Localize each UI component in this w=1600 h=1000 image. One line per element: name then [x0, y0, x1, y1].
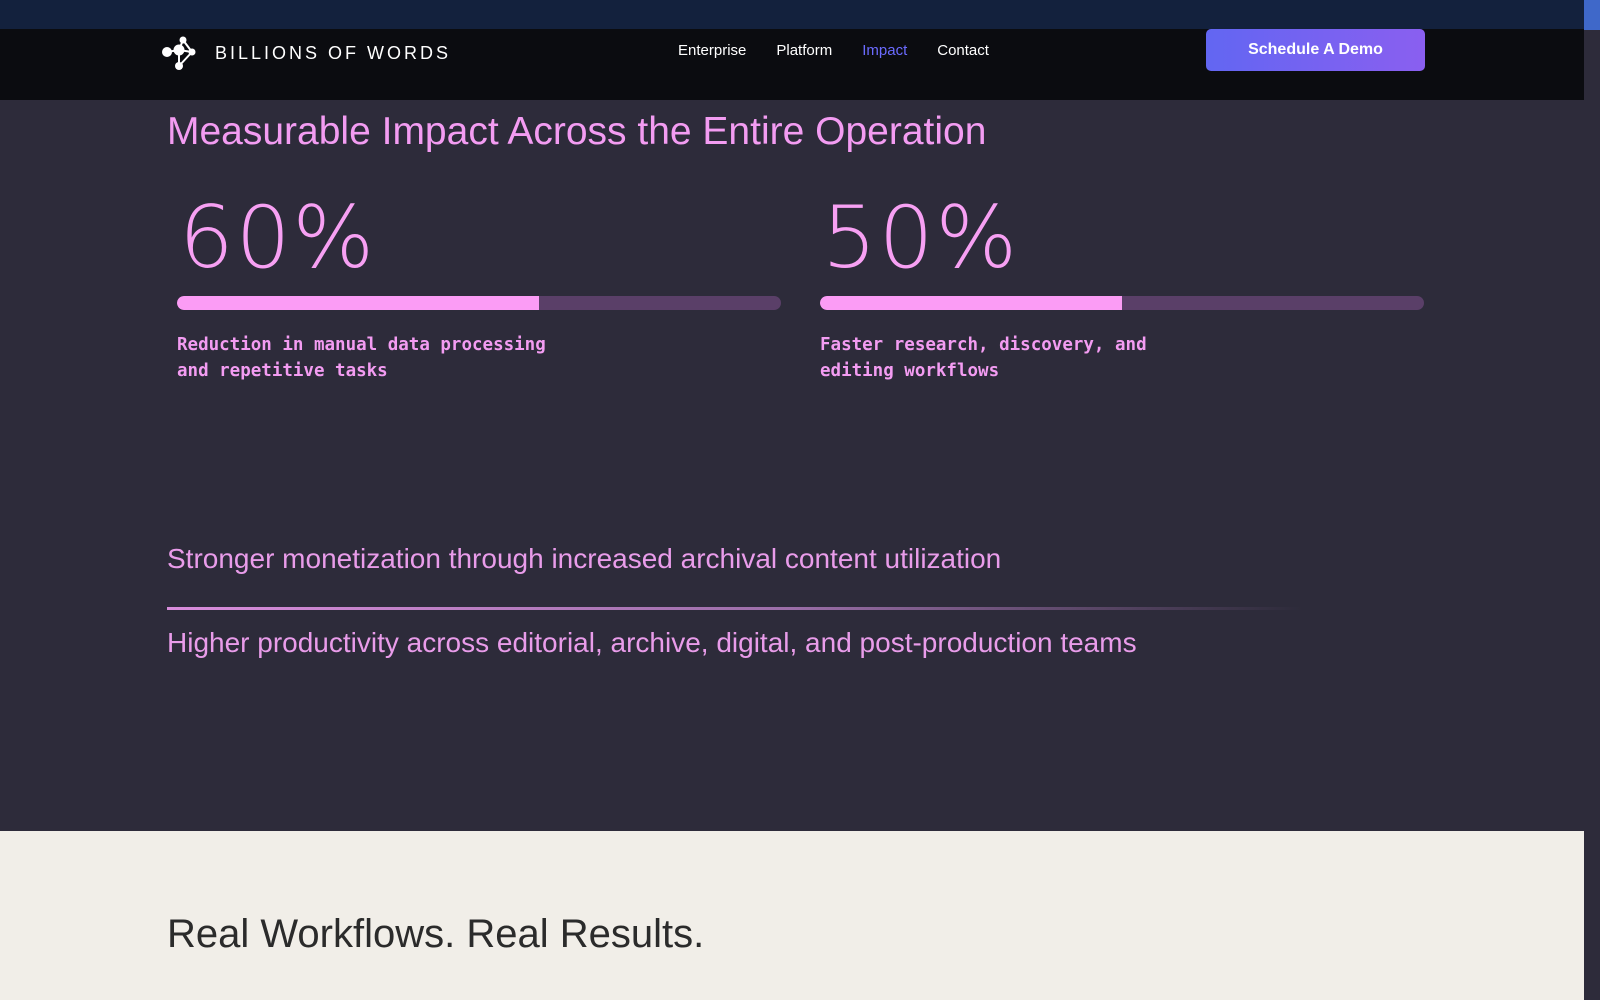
results-section-title: Real Workflows. Real Results.	[167, 912, 705, 956]
main-nav: Enterprise Platform Impact Contact	[678, 42, 989, 59]
scrollbar-thumb[interactable]	[1584, 0, 1600, 30]
brand-name: BILLIONS OF WORDS	[215, 42, 452, 63]
impact-section-title: Measurable Impact Across the Entire Oper…	[167, 110, 987, 153]
stat-value: 60%	[179, 188, 377, 288]
nav-link-platform[interactable]: Platform	[776, 42, 833, 59]
site-header: BILLIONS OF WORDS Enterprise Platform Im…	[0, 29, 1584, 100]
brand-logo[interactable]: BILLIONS OF WORDS	[159, 32, 451, 74]
stat-card: 60% Reduction in manual data processing …	[177, 190, 781, 384]
scrollbar[interactable]	[1584, 0, 1600, 1000]
nav-link-enterprise[interactable]: Enterprise	[678, 42, 747, 59]
nav-link-contact[interactable]: Contact	[937, 42, 989, 59]
stat-description: Reduction in manual data processing and …	[177, 335, 546, 381]
progress-track	[177, 296, 781, 310]
nav-link-impact[interactable]: Impact	[862, 42, 908, 59]
benefit-productivity: Higher productivity across editorial, ar…	[167, 627, 1137, 658]
stat-value: 50%	[822, 188, 1020, 288]
schedule-demo-button[interactable]: Schedule A Demo	[1206, 29, 1425, 71]
progress-fill	[177, 296, 540, 310]
results-section: Real Workflows. Real Results.	[0, 831, 1584, 1000]
gradient-divider	[167, 607, 1302, 610]
benefit-monetization: Stronger monetization through increased …	[167, 543, 1002, 574]
progress-fill	[820, 296, 1122, 310]
progress-track	[820, 296, 1424, 310]
network-nodes-logo-icon	[159, 32, 201, 74]
impact-section: Measurable Impact Across the Entire Oper…	[0, 100, 1584, 831]
stat-card: 50% Faster research, discovery, and edit…	[820, 190, 1424, 384]
stat-description: Faster research, discovery, and editing …	[820, 335, 1147, 381]
top-banner-strip	[0, 0, 1584, 29]
